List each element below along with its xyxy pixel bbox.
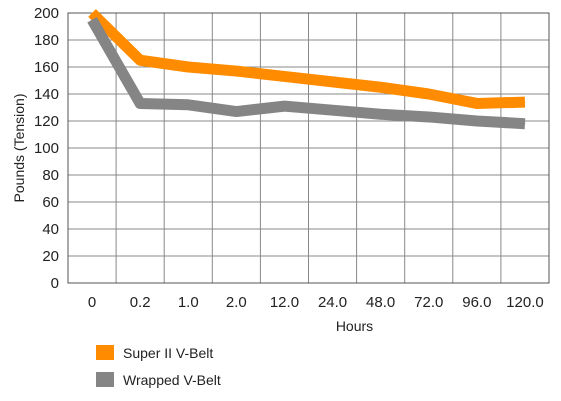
data-point — [139, 59, 141, 61]
data-point — [428, 93, 430, 95]
y-tick-label: 60 — [42, 194, 59, 211]
x-tick-label: 96.0 — [462, 294, 491, 311]
data-point — [283, 105, 285, 107]
x-tick-label: 48.0 — [366, 294, 395, 311]
legend-swatch — [96, 345, 114, 360]
y-tick-labels: 0 20 40 60 80 100 120 140 160 180 200 — [34, 5, 59, 292]
data-point — [332, 109, 334, 111]
legend-label: Super II V-Belt — [123, 345, 213, 361]
series-line — [88, 9, 526, 109]
x-tick-labels: 0 0.2 1.0 2.0 12.0 24.0 48.0 72.0 96.0 120.0 — [88, 294, 544, 311]
x-tick-label: 12.0 — [270, 294, 299, 311]
x-tick-label: 2.0 — [226, 294, 247, 311]
y-tick-label: 140 — [34, 86, 59, 103]
data-point — [380, 86, 382, 88]
x-tick-label: 0.2 — [130, 294, 151, 311]
x-tick-label: 0 — [88, 294, 96, 311]
data-point — [476, 102, 478, 104]
data-point — [235, 111, 237, 113]
y-tick-label: 100 — [34, 140, 59, 157]
data-point — [91, 19, 93, 21]
data-point — [332, 81, 334, 83]
y-tick-label: 20 — [42, 248, 59, 265]
data-point — [476, 120, 478, 122]
x-tick-label: 24.0 — [318, 294, 347, 311]
y-tick-label: 0 — [51, 275, 59, 292]
x-axis-label: Hours — [336, 318, 373, 334]
y-axis-label: Pounds (Tension) — [11, 94, 27, 203]
x-tick-label: 1.0 — [178, 294, 199, 311]
data-point — [91, 12, 93, 14]
series-layer — [87, 9, 526, 130]
x-tick-label: 72.0 — [414, 294, 443, 311]
y-tick-label: 180 — [34, 32, 59, 49]
series-line — [87, 17, 526, 130]
data-point — [139, 102, 141, 104]
data-point — [283, 75, 285, 77]
legend-swatch — [96, 372, 114, 387]
data-point — [524, 123, 526, 125]
legend-label: Wrapped V-Belt — [123, 372, 221, 388]
x-tick-label: 120.0 — [506, 294, 544, 311]
data-point — [524, 101, 526, 103]
data-point — [187, 66, 189, 68]
data-point — [380, 113, 382, 115]
y-tick-label: 120 — [34, 113, 59, 130]
y-tick-label: 80 — [42, 167, 59, 184]
data-point — [187, 104, 189, 106]
data-point — [428, 116, 430, 118]
y-tick-label: 200 — [34, 5, 59, 22]
y-tick-label: 160 — [34, 59, 59, 76]
legend: Super II V-Belt Wrapped V-Belt — [96, 345, 221, 388]
data-point — [235, 70, 237, 72]
plot-frame — [67, 12, 550, 284]
y-tick-label: 40 — [42, 221, 59, 238]
